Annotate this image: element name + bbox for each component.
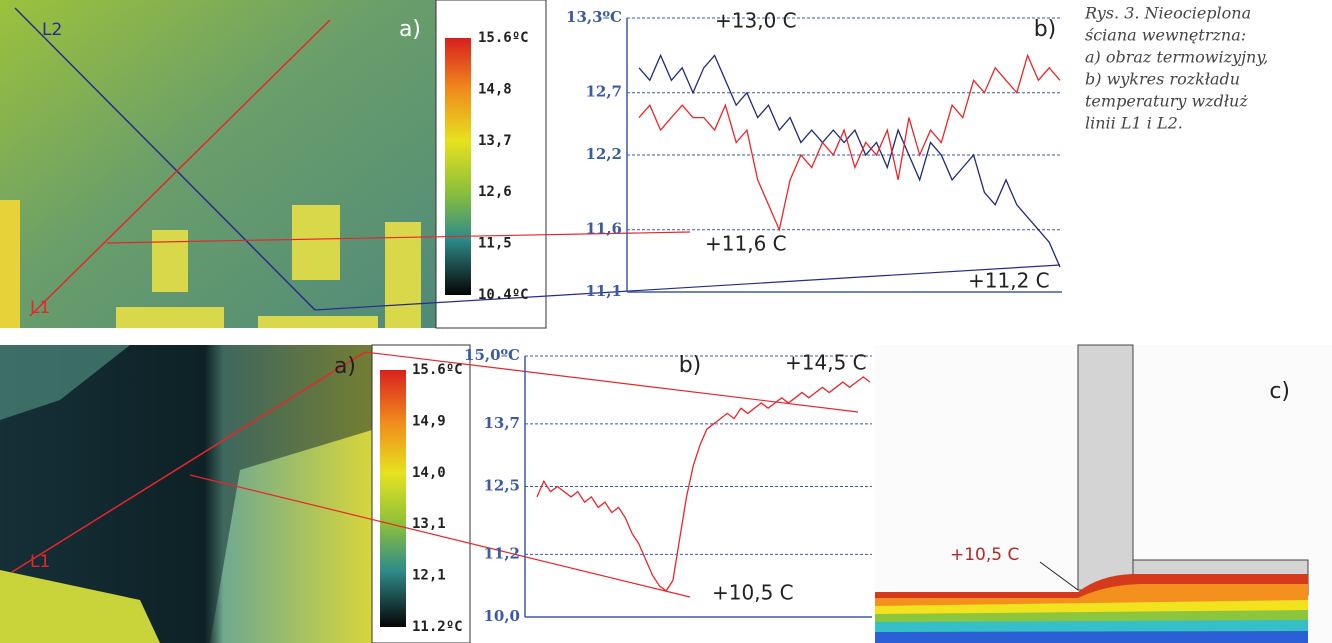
annotation: +11,6 C — [705, 232, 787, 256]
colorbar-label: 14,9 — [412, 413, 446, 429]
caption-line: linii L1 i L2. — [1085, 114, 1183, 133]
chart-title: b) — [679, 353, 702, 378]
colorbar-label: 12,6 — [478, 184, 512, 200]
y-tick-label: 11,6 — [585, 220, 622, 238]
annotation: +10,5 C — [950, 545, 1019, 565]
thermal-image — [0, 0, 436, 328]
caption-line: temperatury wzdłuż — [1085, 92, 1248, 111]
y-tick-label: 12,2 — [585, 145, 622, 163]
colorbar-label: 11,5 — [478, 236, 512, 252]
line-label: L2 — [42, 20, 62, 40]
y-tick-label: 11,1 — [585, 282, 622, 300]
annotation: +10,5 C — [712, 581, 794, 605]
y-tick-label: 15,0ºC — [464, 346, 520, 364]
line-label: L1 — [30, 298, 50, 318]
y-tick-label: 13,7 — [483, 414, 520, 432]
data-line — [536, 376, 871, 592]
annotation: +14,5 C — [785, 351, 867, 375]
y-tick-label: 12,5 — [483, 477, 520, 495]
colorbar-label: 11.2ºC — [412, 619, 463, 635]
colorbar-label: 13,7 — [478, 133, 512, 149]
colorbar-label: 15.6ºC — [412, 362, 463, 378]
colorbar — [380, 370, 406, 627]
y-tick-label: 11,2 — [483, 544, 520, 562]
annotation: +13,0 C — [715, 9, 797, 33]
thermal-image — [0, 345, 372, 643]
y-tick-label: 10,0 — [483, 607, 520, 625]
colorbar-label: 10.4ºC — [478, 287, 529, 303]
annotation: +11,2 C — [968, 269, 1050, 293]
panel-label: a) — [399, 17, 421, 42]
data-line — [638, 53, 1061, 268]
chart-title: b) — [1034, 17, 1057, 42]
connector — [106, 231, 1061, 598]
wall-diagram — [875, 344, 1332, 643]
caption-line: ściana wewnętrzna: — [1085, 26, 1246, 45]
panel-label: c) — [1269, 379, 1290, 404]
colorbar-label: 13,1 — [412, 516, 446, 532]
colorbar-label: 15.6ºC — [478, 30, 529, 46]
line-label: L1 — [30, 552, 50, 572]
colorbar-label: 14,8 — [478, 81, 512, 97]
y-tick-label: 13,3ºC — [566, 8, 622, 26]
caption-line: b) wykres rozkładu — [1085, 70, 1240, 89]
colorbar — [445, 38, 471, 295]
colorbar-label: 12,1 — [412, 568, 446, 584]
y-tick-label: 12,7 — [585, 83, 622, 101]
caption-line: a) obraz termowizyjny, — [1085, 48, 1268, 67]
caption-line: Rys. 3. Nieocieplona — [1084, 4, 1251, 23]
data-line — [638, 53, 1061, 232]
colorbar-label: 14,0 — [412, 465, 446, 481]
panel-label: a) — [334, 354, 356, 379]
